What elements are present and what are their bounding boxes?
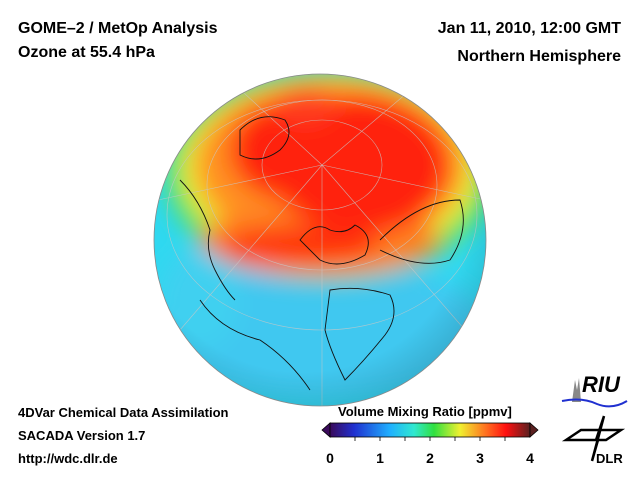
colorbar-tick: 2 (426, 450, 434, 466)
colorbar-tick: 0 (326, 450, 334, 466)
subtitle: Ozone at 55.4 hPa (18, 44, 155, 61)
colorbar (321, 422, 539, 441)
riu-logo (561, 378, 628, 408)
riu-logo-text: RIU (582, 372, 620, 397)
dlr-logo (561, 415, 626, 462)
region: Northern Hemisphere (457, 48, 621, 65)
ozone-field (154, 74, 486, 406)
footer-line2: SACADA Version 1.7 (18, 428, 146, 443)
colorbar-tick: 4 (526, 450, 534, 466)
colorbar-title: Volume Mixing Ratio [ppmv] (338, 404, 512, 419)
footer-line1: 4DVar Chemical Data Assimilation (18, 405, 229, 420)
dlr-logo-text: DLR (596, 451, 623, 466)
footer-url[interactable]: http://wdc.dlr.de (18, 451, 118, 466)
colorbar-tick: 3 (476, 450, 484, 466)
datetime: Jan 11, 2010, 12:00 GMT (437, 20, 621, 37)
colorbar-tick: 1 (376, 450, 384, 466)
title: GOME–2 / MetOp Analysis (18, 20, 218, 37)
